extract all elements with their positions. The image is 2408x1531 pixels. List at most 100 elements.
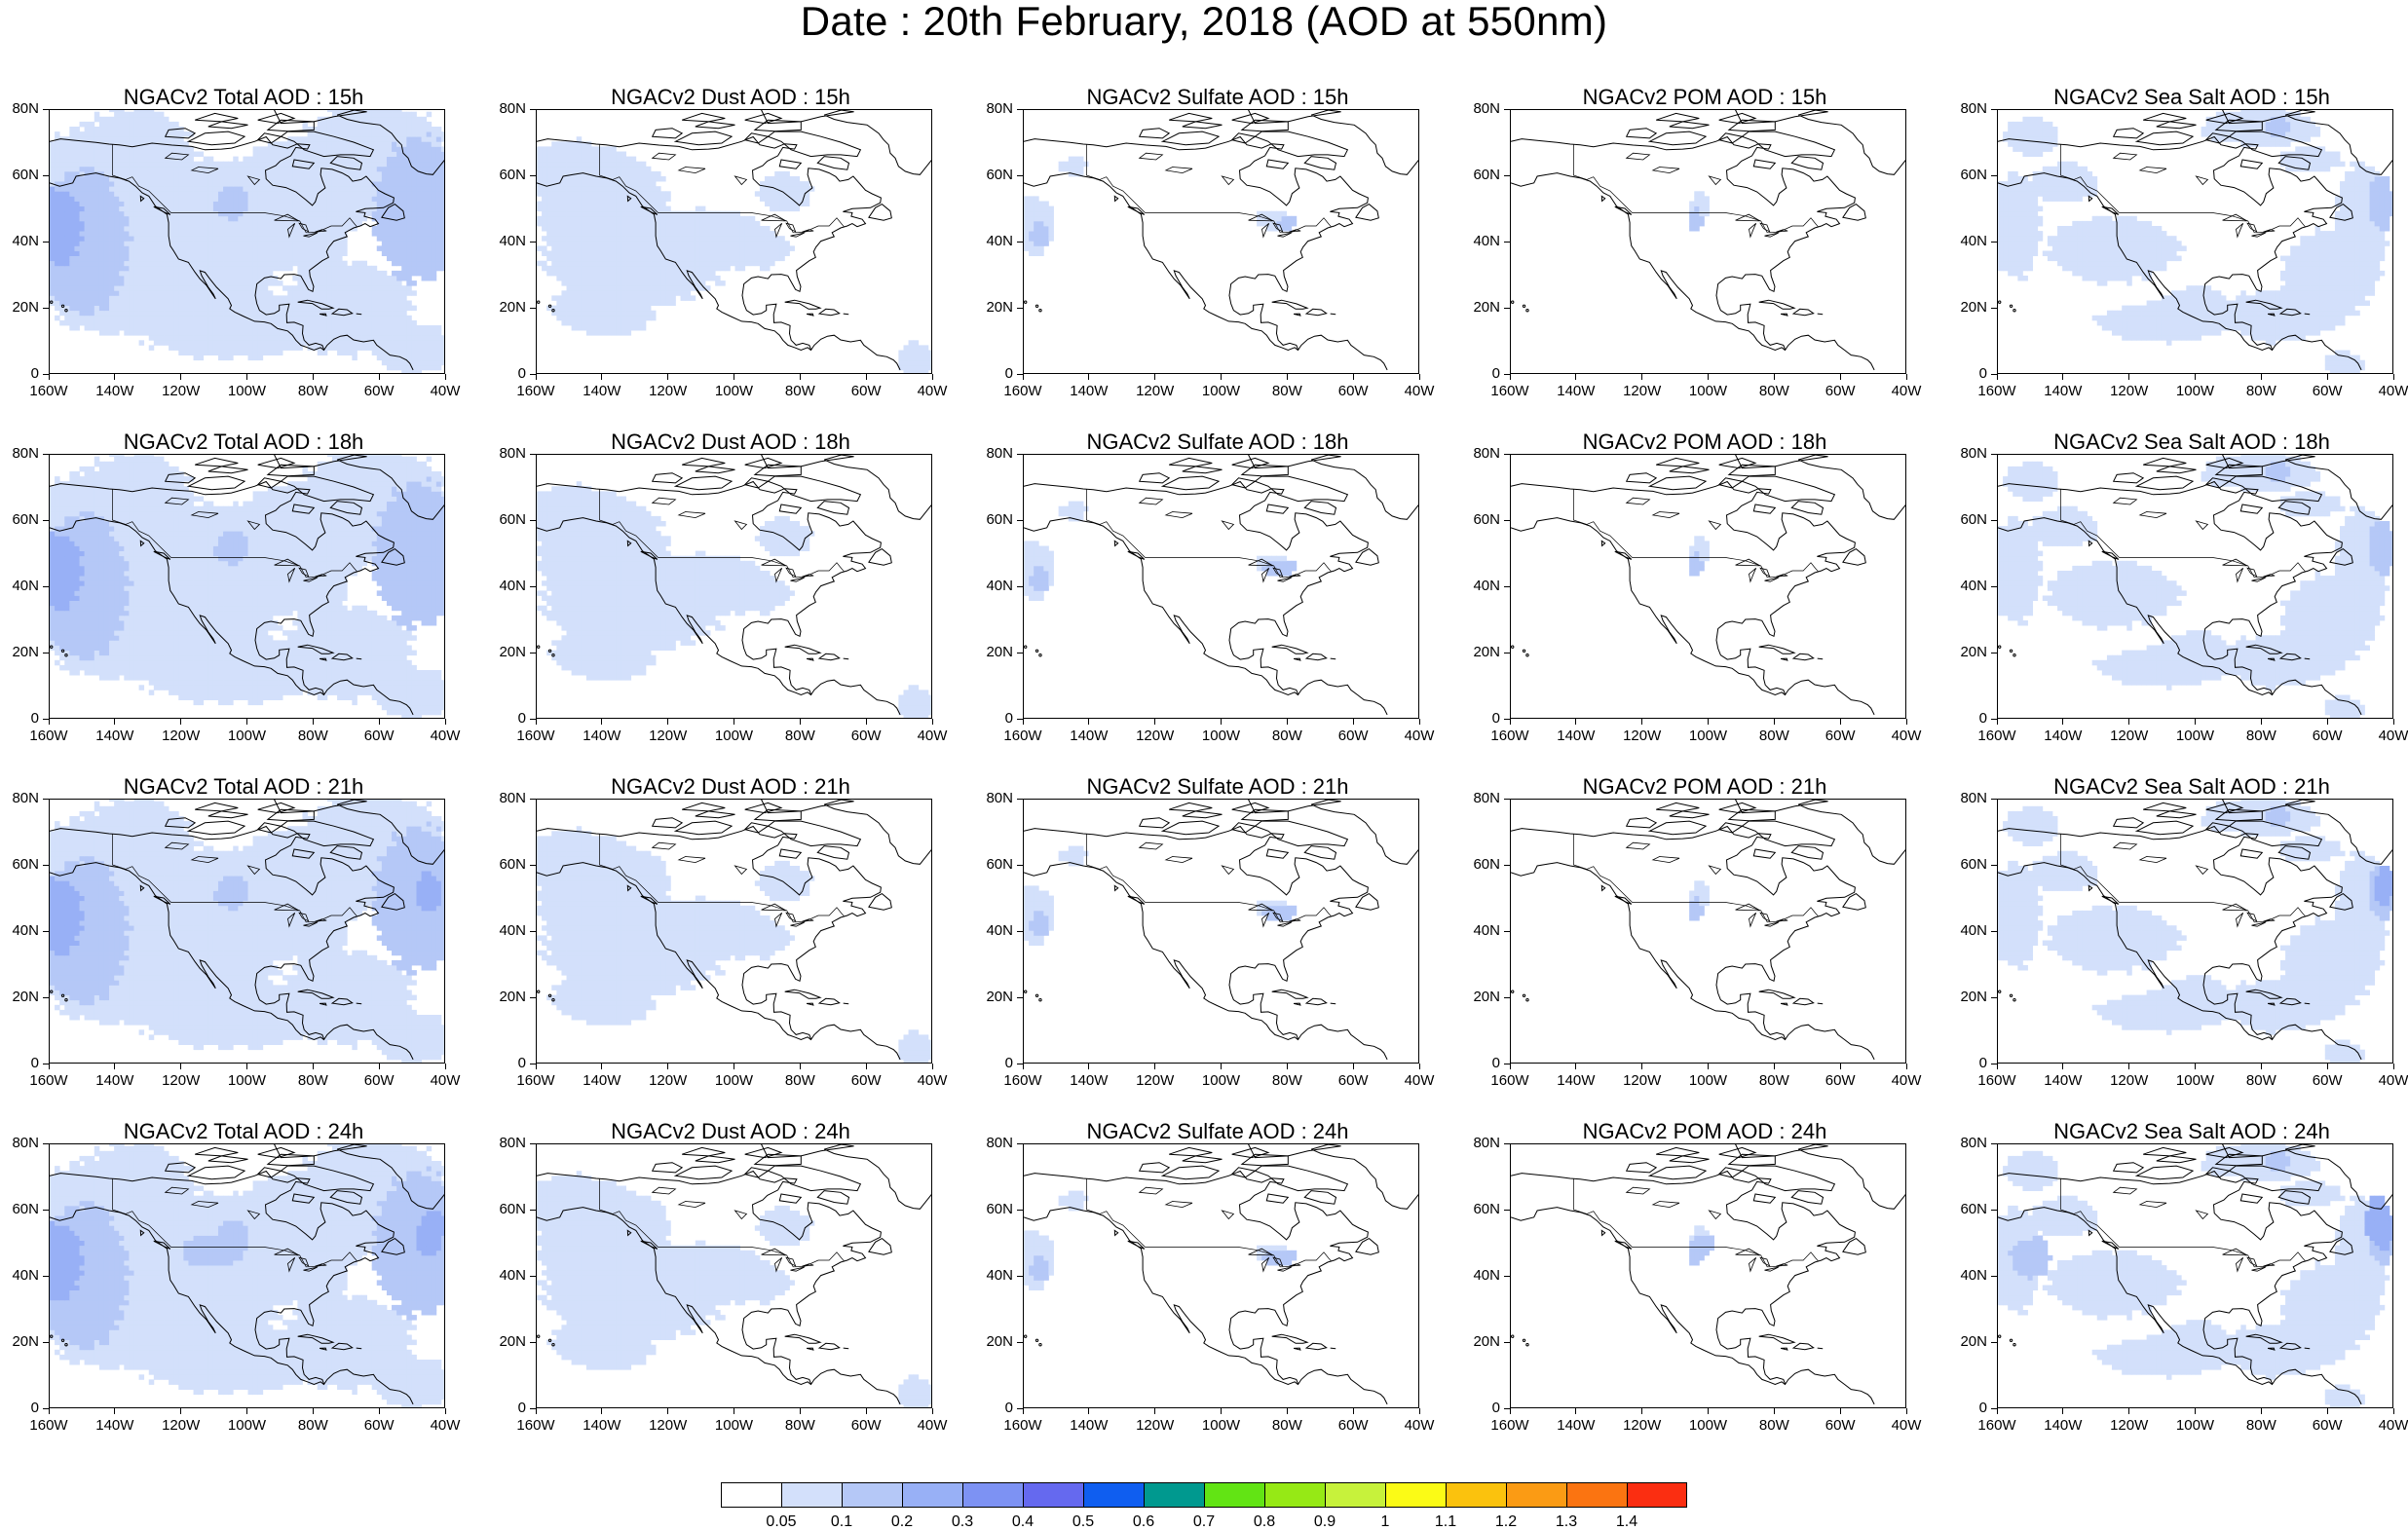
lon-tick — [1839, 1408, 1841, 1414]
lat-tick-label: 20N — [1948, 645, 1987, 660]
lon-tick — [1418, 1408, 1420, 1414]
map-area — [1510, 799, 1906, 1064]
lat-tick — [1017, 996, 1023, 998]
lat-tick-label: 60N — [1948, 1202, 1987, 1217]
lon-tick — [1996, 374, 1998, 380]
lon-tick — [1022, 1064, 1024, 1069]
lon-tick — [444, 1064, 446, 1069]
coastline — [1998, 800, 2392, 1061]
lon-tick — [1996, 1064, 1998, 1069]
lat-tick — [1991, 241, 1997, 243]
lon-tick-label: 120W — [2105, 728, 2154, 744]
lat-tick — [1017, 307, 1023, 309]
lon-tick — [799, 374, 801, 380]
lat-tick-label: 20N — [0, 300, 39, 316]
lon-tick — [1221, 374, 1222, 380]
lon-tick-label: 160W — [998, 1418, 1047, 1434]
panel-title: NGACv2 POM AOD : 21h — [1461, 775, 1948, 799]
lon-tick — [1221, 1064, 1222, 1069]
lat-tick — [43, 718, 49, 720]
lon-tick — [1088, 1408, 1090, 1414]
lon-tick — [1641, 1064, 1643, 1069]
lon-tick — [1905, 1064, 1907, 1069]
lat-tick — [43, 1142, 49, 1144]
lon-tick-label: 60W — [355, 1073, 403, 1089]
lon-tick-label: 60W — [842, 1073, 890, 1089]
lat-tick-label: 20N — [487, 1334, 526, 1350]
lat-tick — [1017, 1275, 1023, 1277]
lon-tick-label: 60W — [842, 1418, 890, 1434]
lon-tick — [1575, 1064, 1577, 1069]
lon-tick — [601, 1064, 603, 1069]
lon-tick — [1996, 719, 1998, 725]
map-panel-sulfate-3: NGACv2 Sulfate AOD : 24h 80N 60N 40N 20N 0 160… — [974, 1120, 1461, 1456]
map-area — [1023, 454, 1419, 719]
lon-tick — [1088, 1064, 1090, 1069]
aod-field — [1024, 1190, 1298, 1290]
lat-tick-label: 40N — [974, 579, 1013, 594]
lat-tick — [43, 241, 49, 243]
lon-tick-label: 40W — [1882, 1418, 1931, 1434]
lat-tick-label: 20N — [1948, 990, 1987, 1005]
lat-tick-label: 60N — [1948, 857, 1987, 873]
lat-tick-label: 60N — [1461, 512, 1500, 528]
lat-tick-label: 20N — [974, 300, 1013, 316]
lat-tick — [530, 1275, 536, 1277]
lon-tick — [1708, 1408, 1709, 1414]
lon-tick — [1996, 1408, 1998, 1414]
lat-tick — [1017, 718, 1023, 720]
lat-tick-label: 80N — [0, 446, 39, 462]
lon-tick-label: 160W — [1486, 728, 1534, 744]
lon-tick — [2260, 719, 2262, 725]
lon-tick-label: 40W — [421, 728, 470, 744]
panel-title: NGACv2 Total AOD : 18h — [0, 430, 487, 454]
map-panel-pom-2: NGACv2 POM AOD : 21h 80N 60N 40N 20N 0 160W 140… — [1461, 775, 1948, 1111]
lon-tick — [601, 374, 603, 380]
lat-tick — [1504, 453, 1510, 455]
lat-tick-label: 0 — [1461, 1056, 1500, 1071]
lon-tick-label: 100W — [2171, 1418, 2220, 1434]
lon-tick — [2260, 374, 2262, 380]
lon-tick-label: 40W — [421, 1073, 470, 1089]
map-area — [1023, 1143, 1419, 1408]
lon-tick — [48, 719, 50, 725]
lat-tick-label: 60N — [0, 168, 39, 183]
lon-tick-label: 60W — [1329, 1418, 1377, 1434]
aod-field — [1998, 455, 2392, 718]
lat-tick-label: 80N — [487, 446, 526, 462]
panel-title: NGACv2 Sea Salt AOD : 21h — [1948, 775, 2408, 799]
lon-tick — [865, 1408, 867, 1414]
lon-tick-label: 100W — [223, 1073, 272, 1089]
lon-tick-label: 160W — [1486, 1073, 1534, 1089]
lon-tick — [535, 1064, 537, 1069]
panel-title: NGACv2 POM AOD : 18h — [1461, 430, 1948, 454]
lon-tick — [2260, 1064, 2262, 1069]
lon-tick — [180, 1408, 182, 1414]
aod-field — [50, 800, 444, 1063]
lon-tick-label: 100W — [710, 1418, 759, 1434]
lon-tick — [1022, 374, 1024, 380]
lat-tick — [530, 241, 536, 243]
coastline — [50, 110, 444, 371]
lon-tick — [667, 719, 669, 725]
lat-tick-label: 20N — [1948, 1334, 1987, 1350]
lat-tick-label: 20N — [974, 990, 1013, 1005]
lon-tick-label: 40W — [1395, 1073, 1444, 1089]
lon-tick — [2392, 719, 2394, 725]
lon-tick-label: 80W — [288, 1073, 337, 1089]
lon-tick-label: 140W — [1065, 728, 1113, 744]
lon-tick-label: 120W — [1618, 1418, 1667, 1434]
lon-tick — [2392, 1408, 2394, 1414]
lon-tick-label: 40W — [908, 1418, 957, 1434]
aod-map — [1511, 1144, 1905, 1405]
lat-tick — [43, 174, 49, 176]
aod-map — [1998, 455, 2392, 718]
map-area — [1023, 799, 1419, 1064]
lon-tick — [1509, 1408, 1511, 1414]
lon-tick-label: 140W — [91, 1073, 139, 1089]
panel-title: NGACv2 Sulfate AOD : 24h — [974, 1120, 1461, 1143]
lat-tick-label: 80N — [974, 446, 1013, 462]
colorbar-swatch — [1083, 1482, 1145, 1508]
lat-tick — [1504, 1275, 1510, 1277]
aod-map — [1024, 110, 1418, 371]
